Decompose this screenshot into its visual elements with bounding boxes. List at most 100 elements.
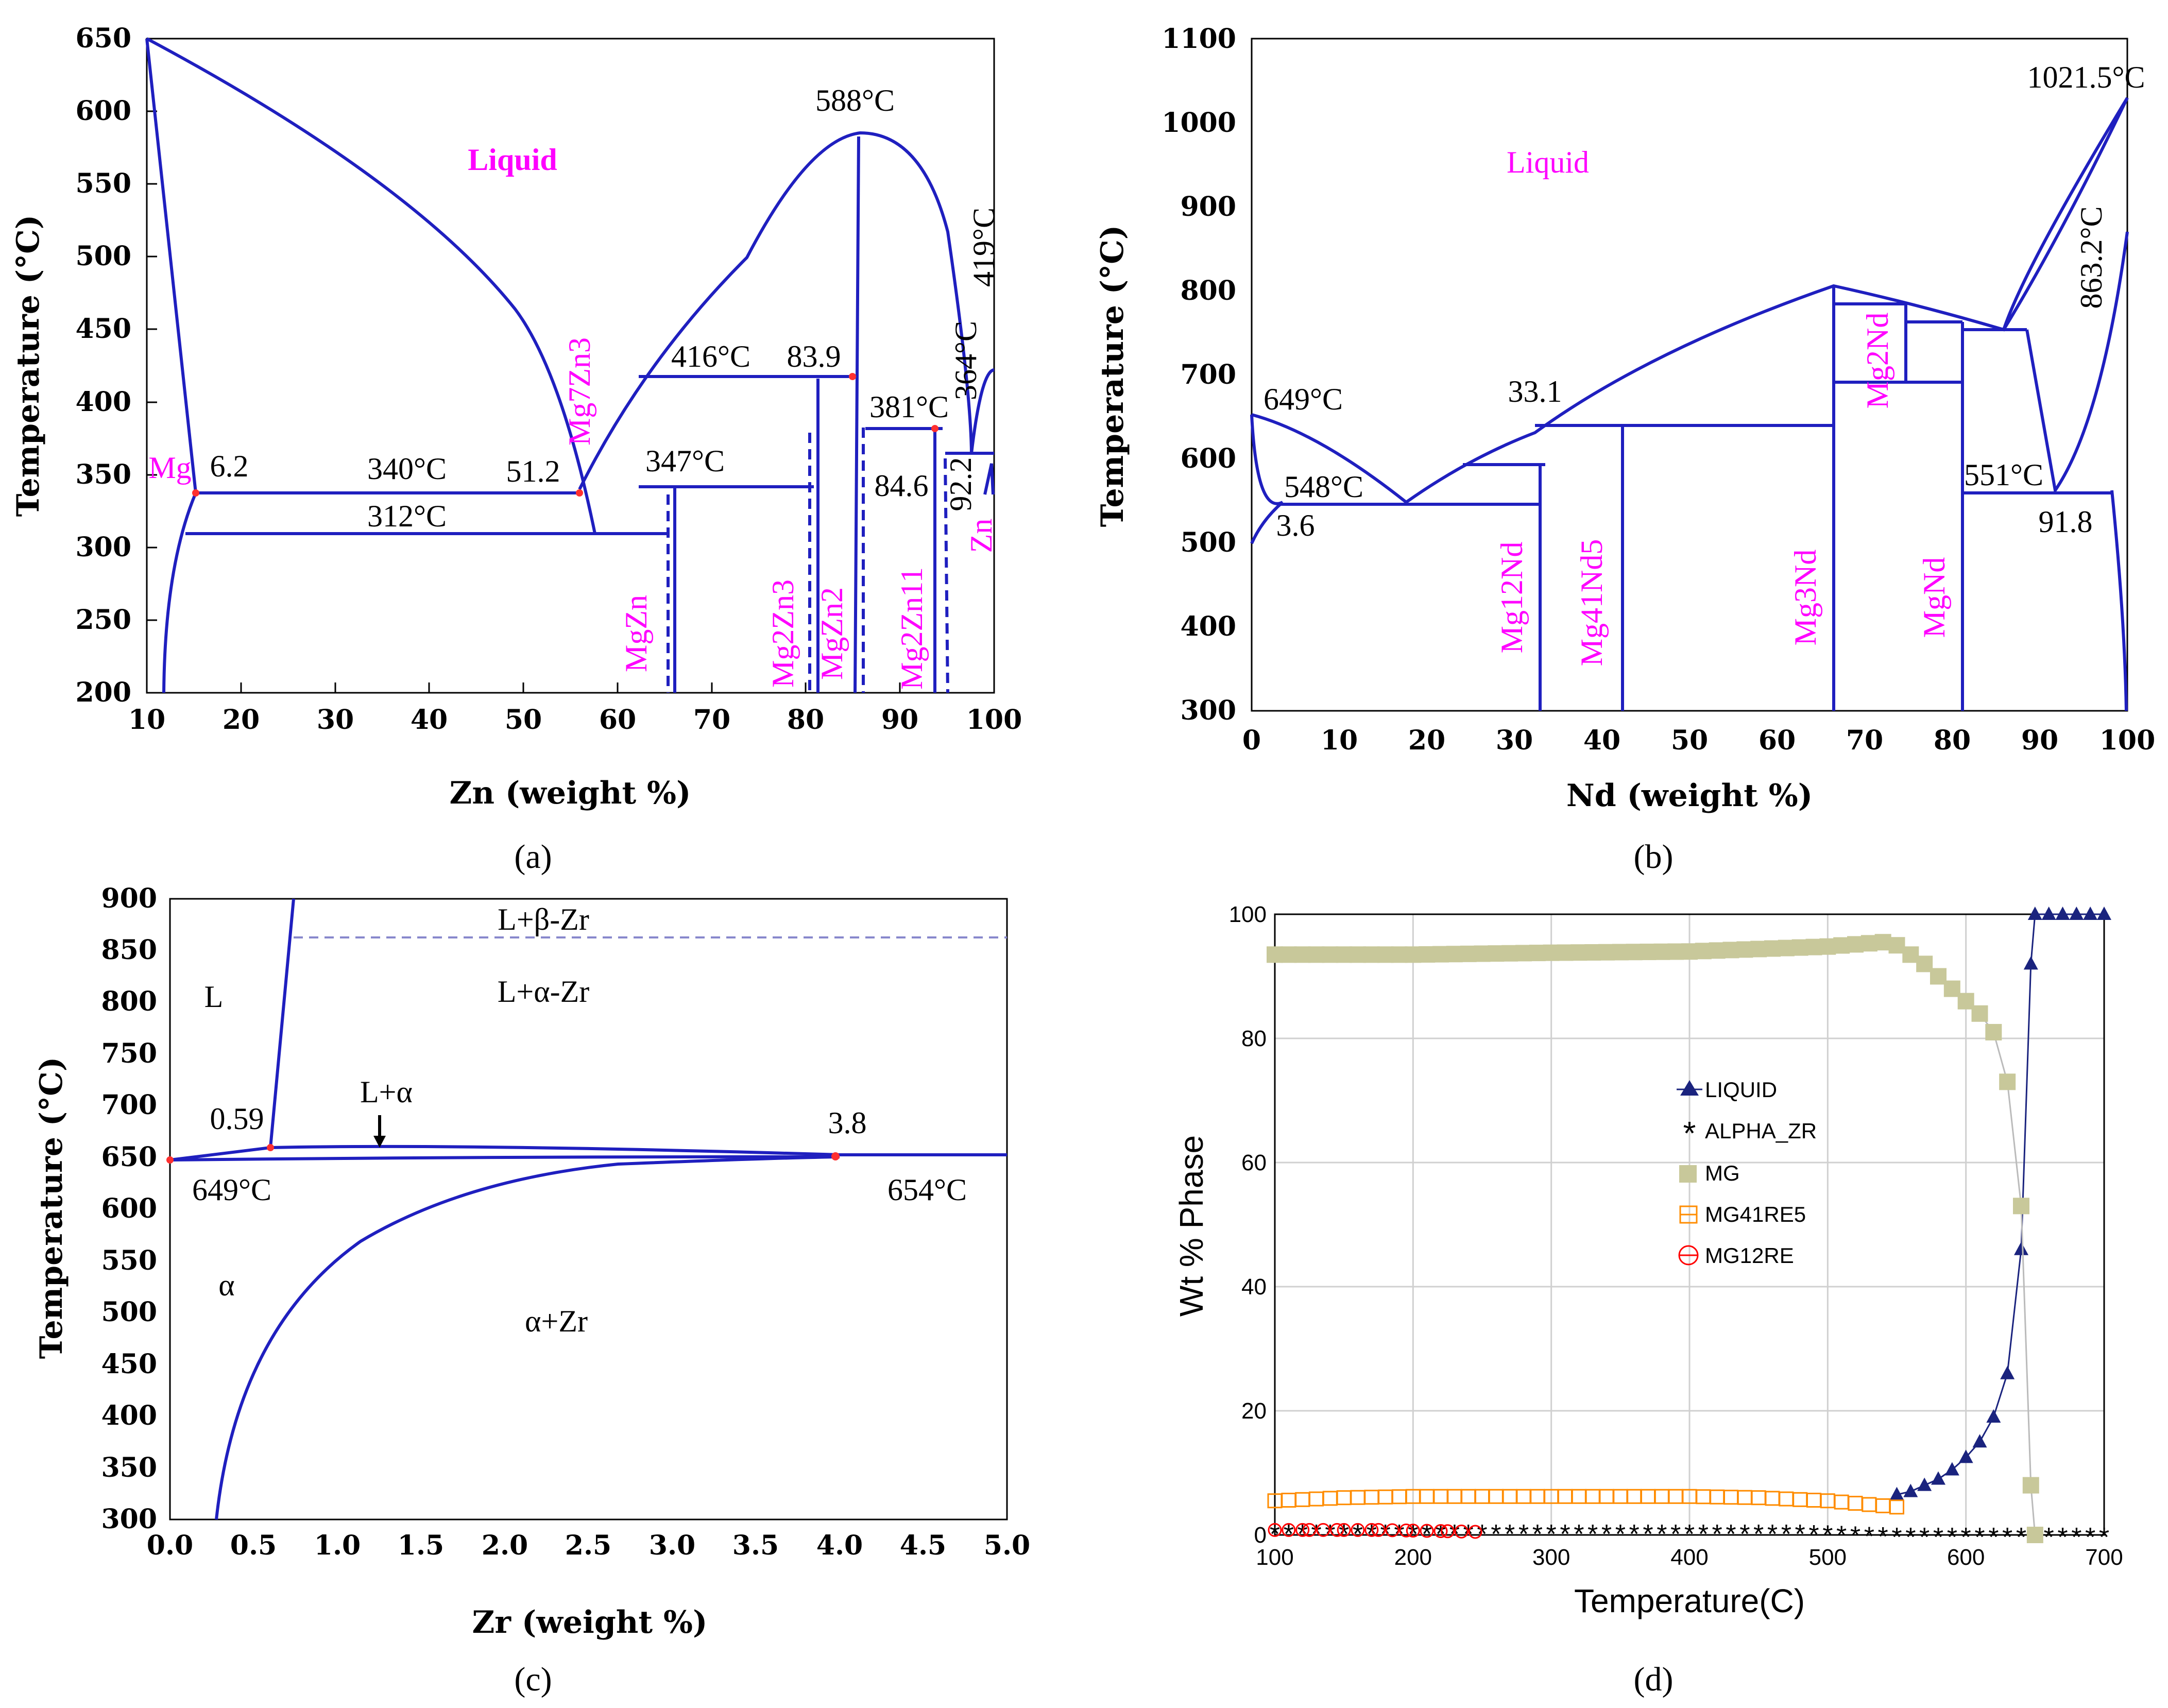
data-point [1778, 940, 1795, 957]
panel-b: 0 10 20 30 40 50 60 70 80 90 100 300 400… [1095, 23, 2155, 876]
phase-label: MgNd [1917, 557, 1951, 638]
data-point: * [1380, 1519, 1391, 1549]
data-point [1446, 946, 1463, 963]
series-mg [1267, 934, 2043, 1543]
ytick-label: 250 [75, 604, 131, 636]
phase-label: Mg2Zn11 [895, 567, 929, 690]
xtick-label: 5.0 [984, 1530, 1030, 1561]
data-point [2069, 907, 2084, 920]
data-point [2041, 907, 2056, 920]
data-point [1405, 946, 1422, 963]
data-point: * [1491, 1519, 1501, 1549]
data-point: * [1808, 1520, 1819, 1550]
phase-label: Mg41Nd5 [1575, 539, 1609, 667]
phase-label: α+Zr [525, 1304, 588, 1338]
phase-label: Mg [148, 451, 191, 485]
data-point [1294, 946, 1311, 963]
data-point: * [1919, 1523, 1930, 1552]
data-point [1281, 1493, 1296, 1508]
data-point: * [1961, 1523, 1971, 1552]
data-point: * [1850, 1521, 1860, 1551]
data-point [2097, 907, 2111, 920]
phase-label: L [204, 980, 224, 1014]
xtick-label: 600 [1947, 1545, 1985, 1570]
ytick-label: 400 [101, 1400, 157, 1431]
data-point [1309, 1491, 1324, 1507]
data-point [1419, 1489, 1435, 1504]
data-point: * [2085, 1523, 2095, 1552]
data-point [1765, 1491, 1780, 1506]
arrow-icon [373, 1115, 386, 1148]
x-axis-label: Temperature(C) [1574, 1582, 1805, 1619]
data-point: * [1836, 1521, 1847, 1551]
panel-caption: (b) [1634, 838, 1674, 876]
data-point [1488, 945, 1505, 962]
phase-label: Zn [964, 519, 998, 553]
data-point [1640, 944, 1657, 961]
data-point [1350, 1490, 1365, 1505]
x-axis-label: Zr (weight %) [472, 1604, 708, 1641]
phase-boundaries-b [1250, 97, 2129, 711]
data-point [1889, 1487, 1904, 1500]
xtick-label: 400 [1670, 1545, 1708, 1570]
data-point [1751, 1490, 1766, 1506]
data-point [1282, 1523, 1296, 1537]
ytick-label: 550 [101, 1245, 157, 1276]
data-point [1626, 944, 1643, 961]
data-point [1764, 940, 1781, 957]
y-axis-label: Temperature (°C) [1095, 225, 1131, 527]
data-point: * [1601, 1519, 1612, 1549]
annotation: 312°C [367, 499, 447, 533]
data-point: * [1367, 1519, 1377, 1549]
xtick-label: 30 [317, 704, 354, 736]
xtick-label: 500 [1809, 1545, 1847, 1570]
ytick-label: 450 [101, 1348, 157, 1380]
annotation: 364°C [949, 321, 983, 400]
xtick-label: 80 [1934, 725, 1971, 756]
data-point [1736, 941, 1753, 958]
xtick-label: 100 [1256, 1545, 1293, 1570]
data-point [1337, 1523, 1351, 1537]
data-point [1985, 1023, 2002, 1040]
xtick-label: 50 [505, 704, 542, 736]
phase-label: Mg7Zn3 [562, 337, 596, 446]
xtick-label: 0 [1242, 725, 1261, 756]
ytick-label: 500 [75, 241, 131, 272]
legend-label: MG12RE [1705, 1243, 1794, 1268]
data-point: * [1822, 1521, 1833, 1550]
data-point [1529, 945, 1546, 962]
legend-label: MG [1705, 1161, 1740, 1185]
xtick-label: 1.0 [314, 1530, 361, 1561]
data-point [1268, 1523, 1282, 1537]
data-point [1737, 1490, 1752, 1505]
data-point [1848, 1496, 1863, 1511]
phase-label: MgZn [619, 595, 653, 672]
data-point: * [1726, 1519, 1736, 1549]
ytick-label: 40 [1241, 1274, 1267, 1300]
data-point [1696, 1489, 1711, 1505]
data-point [1943, 980, 1960, 997]
data-point [2013, 1198, 2029, 1215]
data-point [1723, 1490, 1738, 1505]
data-point [1860, 935, 1877, 952]
xtick-label: 4.0 [816, 1530, 863, 1561]
data-point [1530, 1489, 1545, 1504]
ytick-label: 100 [1229, 902, 1267, 927]
xtick-label: 30 [1496, 725, 1533, 756]
data-point [1308, 946, 1325, 963]
annotation: 3.8 [828, 1106, 867, 1140]
legend-label: LIQUID [1705, 1078, 1777, 1102]
phase-label: Liquid [1507, 145, 1589, 179]
annotation: 84.6 [875, 469, 929, 503]
annotation: 381°C [869, 390, 949, 424]
legend-label: MG41RE5 [1705, 1202, 1806, 1226]
data-point [1710, 1489, 1725, 1505]
data-point [1806, 1493, 1821, 1508]
data-point [1667, 943, 1684, 960]
data-point [1695, 943, 1712, 960]
data-point [1440, 1524, 1455, 1539]
y-axis-label: Wt % Phase [1173, 1135, 1210, 1317]
data-point [1406, 1524, 1420, 1538]
ytick-label: 300 [1180, 695, 1236, 726]
data-point [2027, 907, 2042, 920]
